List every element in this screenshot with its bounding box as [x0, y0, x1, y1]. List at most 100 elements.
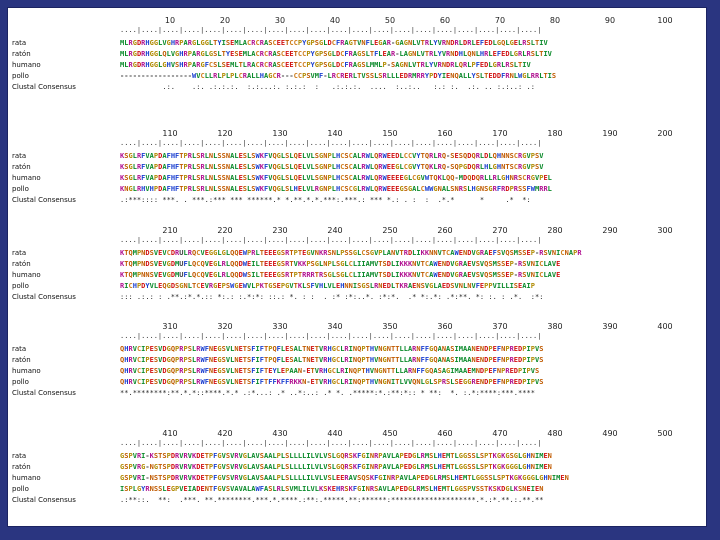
sequence-row: pollo RICHPDYVLEQGDSGNLTCEVRGEPSWGEWVLPKT… [8, 281, 706, 291]
residue-sequence: KSGLRFVAPDAFHFTPRLSRLNLSSNALESLSWKFVQGLS… [120, 152, 544, 160]
sequence-label: rata [12, 152, 27, 160]
sequence-row: pollo QHRVCIPESVDGQPRPSLRWFNEGSVLNETSFIFT… [8, 377, 706, 387]
ruler-ticks: ....|....|....|....|....|....|....|....|… [120, 237, 542, 244]
ruler-number: 100 [657, 16, 673, 25]
residue-sequence: QHRVCIPESVDGQPRPSLRWFNEGSVLNETSFIFTEYLEP… [120, 367, 540, 375]
alignment-block: 410 420 430 440 450 460 470 480 490 500 ....|....|… [8, 429, 706, 529]
residue-sequence: QHRVCIPESVDGQPRPSLRWFNEGSVLNETSFIFTFFKFF… [120, 378, 544, 386]
residue-sequence: KSGLRFVAPDAFHFTPRLSRLNLSSNALESLSWKFVQGLS… [120, 163, 544, 171]
ruler-number: 400 [657, 322, 673, 331]
alignment-block: 10 20 30 40 50 60 70 80 90 100 ....|....|....|....… [8, 16, 706, 116]
sequence-row: pollo KNGLRHVHPDAFHFTPRLSRLNLSSNALESLSWKF… [8, 184, 706, 194]
residue-sequence: KTQMPNDSVEVGDMUFLQCQVEGLRLQQDWEILTEEEGSR… [120, 260, 561, 268]
ruler-number: 50 [384, 16, 396, 25]
ruler-number: 470 [492, 429, 508, 438]
ruler-number: 200 [657, 129, 673, 138]
ruler-number: 450 [382, 429, 398, 438]
ruler-number: 40 [329, 16, 341, 25]
ruler-number: 260 [437, 226, 453, 235]
sequence-label: ratón [12, 260, 31, 268]
residue-sequence: GSPVRG-NGTSPDRVRVKDETPFGVSVRVGLAVSAALPLS… [120, 463, 552, 471]
sequence-label: humano [12, 474, 41, 482]
ruler-number: 230 [272, 226, 288, 235]
sequence-row: rata MLRGDRHGGLVGHRPARGLGGLTYISEMLACRCRAS… [8, 38, 706, 48]
ruler-number: 60 [439, 16, 451, 25]
residue-sequence: MLRGDRHGGLQLVGHRPARGLGSLTYESEMLACRCRASCE… [120, 50, 552, 58]
sequence-row: ratón QHRVCIPESVDGQPRPSLRWFNEGSVLNETSFIFT… [8, 355, 706, 365]
sequence-label: Clustal Consensus [12, 389, 76, 397]
sequence-label: humano [12, 61, 41, 69]
ruler-number: 150 [382, 129, 398, 138]
sequence-row: ratón MLRGDRHGGLQLVGHRPARGLGSLTYESEMLACRC… [8, 49, 706, 59]
ruler-number: 270 [492, 226, 508, 235]
alignment-block: 310 320 330 340 350 360 370 380 390 400 ....|....|… [8, 322, 706, 422]
sequence-row: pollo -----------------WVCLLRLPLPLCRALLHA… [8, 71, 706, 81]
sequence-label: Clustal Consensus [12, 496, 76, 504]
residue-sequence: ISPLGYRNSSLEGPVEIADENTFGVSVAVALAWFASLRLS… [120, 485, 544, 493]
ruler-number: 380 [547, 322, 563, 331]
ruler-number: 340 [327, 322, 343, 331]
alignment-panel: 10 20 30 40 50 60 70 80 90 100 ....|....|....|....… [8, 8, 706, 526]
residue-sequence: MLRGDRHGGLGHVSHRPARGFCSLSEMLTLRACRCRASCE… [120, 61, 531, 69]
sequence-label: humano [12, 174, 41, 182]
sequence-label: pollo [12, 378, 29, 386]
alignment-block: 210 220 230 240 250 260 270 280 290 300 ....|....|… [8, 226, 706, 326]
sequence-label: pollo [12, 282, 29, 290]
sequence-row: rata QHRVCIPESVDGQPRPSLRWFNEGSVLNETSFIFTP… [8, 344, 706, 354]
consensus-symbols: **.********:**.*.*::****.*.* .:*...: .* … [120, 389, 535, 397]
consensus-row: Clustal Consensus::: .:.: : .**.:*.*.:: … [8, 292, 706, 302]
ruler-number: 430 [272, 429, 288, 438]
residue-sequence: GSPVRI-NSTSPDRVRVKDETPFGVSVRVGLAVSAALPLS… [120, 474, 569, 482]
alignment-block: 110 120 130 140 150 160 170 180 190 200 ....|....|… [8, 129, 706, 229]
consensus-row: Clustal Consensus **.********:**.*.*::***… [8, 388, 706, 398]
ruler-number: 210 [162, 226, 178, 235]
sequence-label: rata [12, 249, 27, 257]
sequence-label: Clustal Consensus [12, 196, 76, 204]
residue-sequence: MLRGDRHGGLVGHRPARGLGGLTYISEMLACRCRASCEET… [120, 39, 548, 47]
consensus-row: Clustal Consensus .:***:::: ***. . ***.:*… [8, 195, 706, 205]
ruler-number: 220 [217, 226, 233, 235]
ruler-number: 10 [164, 16, 176, 25]
residue-sequence: KSGLRFVAPDAFHFTPRLSRLNLSSNALESLSWKFVQGLS… [120, 174, 552, 182]
consensus-symbols: .:***:::: ***. . ***.:*** *** ******.* *… [120, 196, 540, 204]
ruler-number: 140 [327, 129, 343, 138]
residue-sequence: KNGLRHVHPDAFHFTPRLSRLNLSSNALESLSWKFVQGLS… [120, 185, 552, 193]
consensus-row: Clustal Consensus .:**::. **: .***. **.**… [8, 495, 706, 505]
sequence-row: humano KSGLRFVAPDAFHFTPRLSRLNLSSNALESLSWK… [8, 173, 706, 183]
sequence-row: ratón GSPVRG-NGTSPDRVRVKDETPFGVSVRVGLAVSA… [8, 462, 706, 472]
sequence-row: pollo ISPLGYRNSSLEGPVEIADENTFGVSVAVALAWFA… [8, 484, 706, 494]
ruler-number: 20 [219, 16, 231, 25]
sequence-label: rata [12, 39, 27, 47]
sequence-label: humano [12, 367, 41, 375]
ruler-number: 420 [217, 429, 233, 438]
ruler-numbers: 110 120 130 140 150 160 170 180 190 200 [8, 129, 706, 139]
sequence-row: humano GSPVRI-NSTSPDRVRVKDETPFGVSVRVGLAVS… [8, 473, 706, 483]
sequence-row: rata GSPVRI-KSTSPDRVRVKDETPFGVSVRVGLAVSAA… [8, 451, 706, 461]
consensus-symbols: .:**::. **: .***. **.********.***.*.****… [120, 496, 544, 504]
residue-sequence: QHRVCIPESVDGQPRPSLRWFNEGSVLNETSFIFTPQFLE… [120, 356, 544, 364]
ruler-number: 300 [657, 226, 673, 235]
residue-sequence: KTQMPNDSVEVCDRULRQCVEGGLGLQQEWPRLTEEEGSR… [120, 249, 582, 257]
ruler-number: 460 [437, 429, 453, 438]
ruler-number: 410 [162, 429, 178, 438]
ruler-number: 30 [274, 16, 286, 25]
ruler-number: 360 [437, 322, 453, 331]
ruler-number: 320 [217, 322, 233, 331]
ruler-number: 440 [327, 429, 343, 438]
ruler-number: 80 [549, 16, 561, 25]
sequence-label: pollo [12, 72, 29, 80]
ruler-number: 350 [382, 322, 398, 331]
sequence-label: Clustal Consensus [12, 83, 76, 91]
ruler-ticks: ....|....|....|....|....|....|....|....|… [120, 333, 542, 340]
residue-sequence: QHRVCIPESVDGQPRPSLRWFNEGSVLNETSFIFTPQFLE… [120, 345, 544, 353]
ruler-number: 500 [657, 429, 673, 438]
ruler-number: 110 [162, 129, 178, 138]
sequence-row: rata KSGLRFVAPDAFHFTPRLSRLNLSSNALESLSWKFV… [8, 151, 706, 161]
ruler-number: 250 [382, 226, 398, 235]
sequence-label: pollo [12, 185, 29, 193]
sequence-label: rata [12, 345, 27, 353]
ruler-number: 170 [492, 129, 508, 138]
ruler-numbers: 10 20 30 40 50 60 70 80 90 100 [8, 16, 706, 26]
ruler-numbers: 410 420 430 440 450 460 470 480 490 500 [8, 429, 706, 439]
ruler-number: 120 [217, 129, 233, 138]
